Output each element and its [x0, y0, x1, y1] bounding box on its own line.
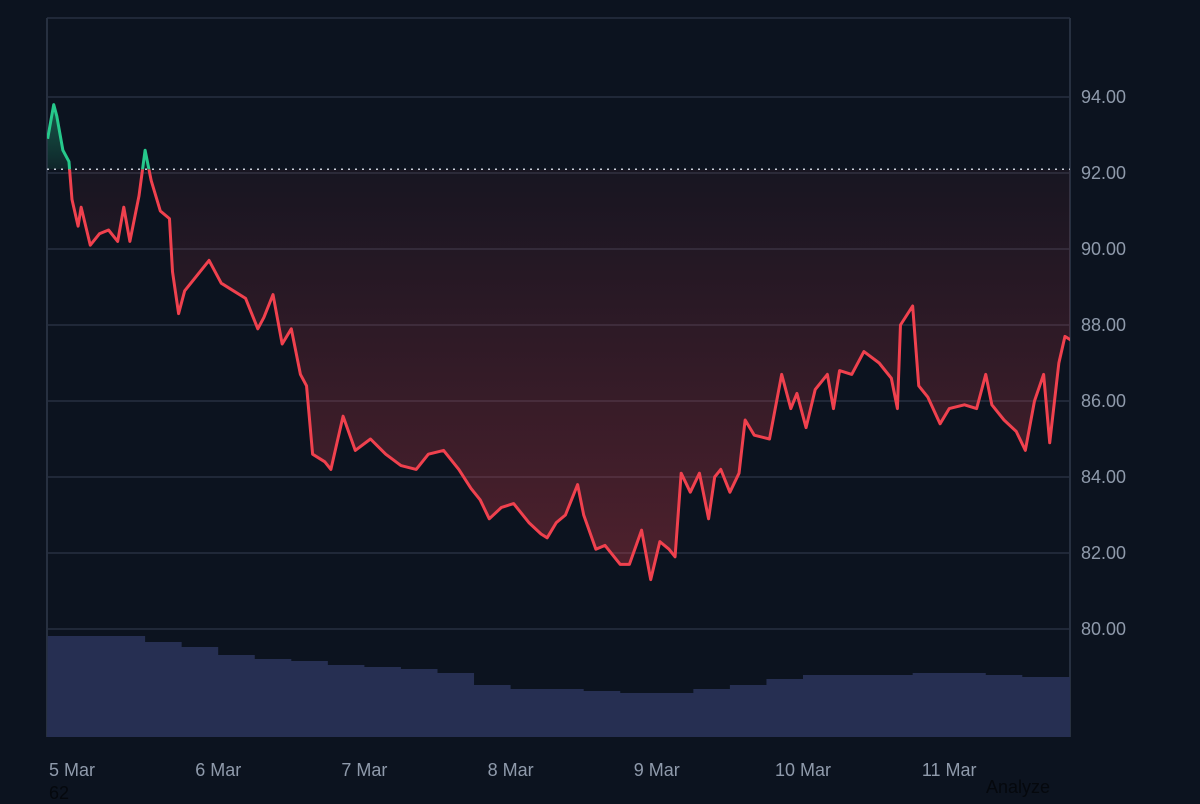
x-tick-label: 10 Mar: [775, 760, 831, 780]
y-tick-label: 84.00: [1081, 467, 1126, 487]
y-tick-label: 94.00: [1081, 87, 1126, 107]
y-tick-label: 92.00: [1081, 163, 1126, 183]
y-tick-label: 90.00: [1081, 239, 1126, 259]
x-tick-label: 11 Mar: [922, 760, 977, 780]
y-tick-label: 86.00: [1081, 391, 1126, 411]
y-tick-label: 82.00: [1081, 543, 1126, 563]
y-tick-label: 88.00: [1081, 315, 1126, 335]
x-tick-label: 9 Mar: [634, 760, 680, 780]
x-tick-label: 7 Mar: [341, 760, 387, 780]
x-tick-label: 8 Mar: [488, 760, 534, 780]
volume-area: [47, 636, 1070, 737]
y-tick-label: 80.00: [1081, 619, 1126, 639]
x-tick-label: 6 Mar: [195, 760, 241, 780]
analyze-link[interactable]: Analyze: [986, 777, 1050, 798]
footer-left-text: 62: [49, 783, 69, 804]
x-tick-label: 5 Mar: [49, 760, 95, 780]
below-baseline-fill: [48, 105, 1071, 580]
